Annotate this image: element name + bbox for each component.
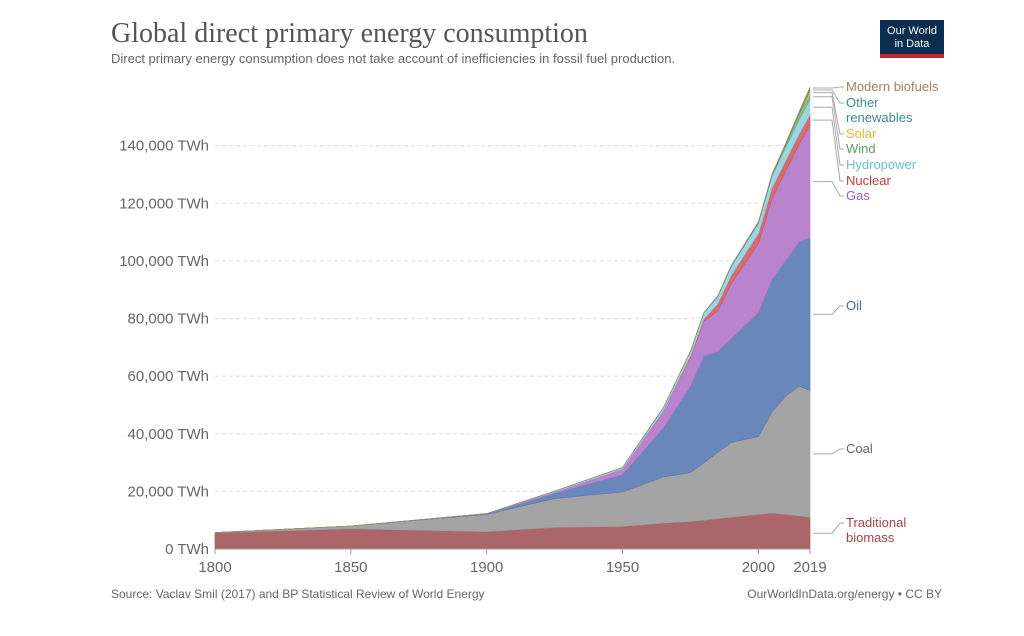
owid-logo[interactable]: Our World in Data xyxy=(880,20,944,58)
legend-connector-wind xyxy=(813,96,844,150)
legend-label-traditional-biomass[interactable]: Traditional biomass xyxy=(846,515,906,545)
axes: 0 TWh 20,000 TWh 40,000 TWh 60,000 TWh 80,00… xyxy=(119,138,826,576)
chart-subtitle: Direct primary energy consumption does n… xyxy=(111,51,676,66)
legend-label-other-renewables[interactable]: Other renewables xyxy=(846,95,913,125)
legend-label-hydropower[interactable]: Hydropower xyxy=(846,157,917,172)
y-tick-label: 100,000 TWh xyxy=(119,253,209,270)
x-tick-label: 1900 xyxy=(470,559,503,576)
legend: Traditional biomass Coal Oil GasNuclearHydro… xyxy=(813,79,939,545)
x-tick-label: 1800 xyxy=(198,559,231,576)
y-tick-label: 0 TWh xyxy=(165,541,209,558)
y-tick-label: 40,000 TWh xyxy=(128,426,209,443)
legend-label-coal[interactable]: Coal xyxy=(846,441,873,456)
license-link[interactable]: OurWorldInData.org/energy • CC BY xyxy=(747,587,942,601)
x-tick-label: 2000 xyxy=(742,559,775,576)
legend-connector-traditional-biomass xyxy=(813,522,844,534)
y-tick-label: 20,000 TWh xyxy=(128,483,209,500)
logo-line-2: in Data xyxy=(894,38,930,50)
legend-connector-coal xyxy=(813,448,844,455)
legend-connector-nuclear xyxy=(813,119,844,182)
legend-connector-oil xyxy=(813,305,844,315)
x-tick-label: 1950 xyxy=(606,559,639,576)
x-tick-label: 1850 xyxy=(334,559,367,576)
x-tick-label: 2019 xyxy=(793,559,826,576)
legend-label-nuclear[interactable]: Nuclear xyxy=(846,173,891,188)
legend-connector-gas xyxy=(813,181,844,197)
area-modern-biofuels[interactable] xyxy=(214,86,811,533)
y-tick-label: 120,000 TWh xyxy=(119,195,209,212)
legend-label-wind[interactable]: Wind xyxy=(846,141,876,156)
y-tick-label: 140,000 TWh xyxy=(119,138,209,155)
legend-label-modern-biofuels[interactable]: Modern biofuels xyxy=(846,79,939,94)
legend-label-oil[interactable]: Oil xyxy=(846,298,862,313)
legend-label-gas[interactable]: Gas xyxy=(846,188,870,203)
logo-line-1: Our World xyxy=(887,25,937,37)
legend-connector-solar xyxy=(813,92,844,135)
legend-connector-modern-biofuels xyxy=(813,86,844,89)
y-tick-label: 80,000 TWh xyxy=(128,311,209,328)
y-tick-label: 60,000 TWh xyxy=(128,368,209,385)
legend-connector-hydropower xyxy=(813,106,844,166)
legend-label-solar[interactable]: Solar xyxy=(846,126,877,141)
legend-connector-other-renewables xyxy=(813,89,844,104)
grid-lines xyxy=(215,145,810,492)
chart-title: Global direct primary energy consumption xyxy=(111,18,588,49)
source-note[interactable]: Source: Vaclav Smil (2017) and BP Statis… xyxy=(111,587,485,601)
